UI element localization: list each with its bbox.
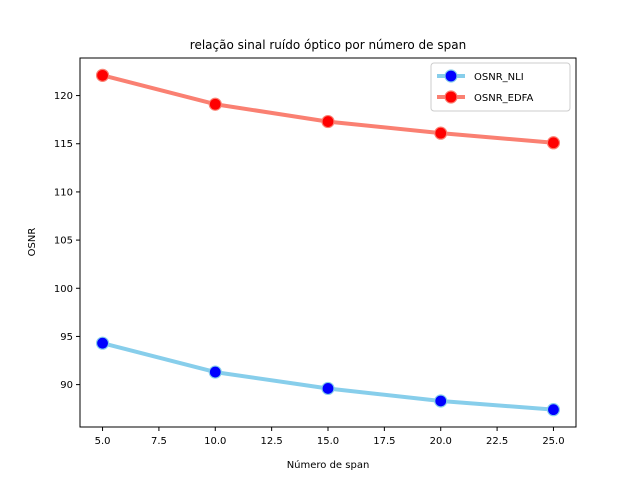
- legend: OSNR_NLI OSNR_EDFA: [430, 62, 571, 112]
- series-line-osnr-nli: [100, 341, 556, 412]
- y-tick-label: 120: [54, 91, 73, 102]
- x-axis-label: Número de span: [287, 459, 370, 471]
- x-tick-label: 25.0: [542, 436, 564, 447]
- y-tick-label: 90: [60, 380, 73, 391]
- data-point-osnr-edfa: [321, 114, 335, 129]
- y-tick-label: 115: [54, 139, 73, 150]
- y-axis-label: OSNR: [27, 228, 38, 257]
- data-point-osnr-edfa: [208, 97, 222, 111]
- data-point-osnr-nli: [95, 336, 110, 350]
- x-tick-label: 22.5: [486, 436, 508, 447]
- plot-area: [79, 57, 577, 428]
- x-tick-label: 20.0: [430, 436, 452, 447]
- data-point-osnr-nli: [321, 381, 335, 396]
- x-tick-label: 10.0: [204, 436, 226, 447]
- plot-frame: [79, 57, 577, 428]
- data-point-osnr-edfa: [95, 68, 110, 82]
- y-tick-label: 95: [60, 332, 73, 343]
- x-tick-label: 12.5: [261, 436, 283, 447]
- x-tick-label: 7.5: [151, 436, 167, 447]
- x-tick-label: 5.0: [95, 436, 111, 447]
- y-tick-label: 100: [54, 284, 73, 295]
- legend-marker-osnr-edfa: [444, 90, 458, 104]
- y-axis: 90 95 100 105 110 115 120: [54, 91, 80, 391]
- data-point-osnr-edfa: [546, 136, 561, 150]
- x-tick-label: 15.0: [317, 436, 339, 447]
- series-layer: [95, 68, 561, 417]
- legend-marker-osnr-nli: [444, 69, 458, 83]
- x-tick-label: 17.5: [373, 436, 395, 447]
- x-axis: 5.0 7.5 10.0 12.5 15.0 17.5 20.0 22.5 25.0: [95, 427, 565, 447]
- legend-label-osnr-edfa: OSNR_EDFA: [474, 93, 534, 104]
- data-point-osnr-nli: [546, 403, 561, 417]
- legend-label-osnr-nli: OSNR_NLI: [474, 72, 524, 83]
- data-point-osnr-nli: [434, 394, 448, 408]
- y-tick-label: 110: [54, 187, 73, 198]
- data-point-osnr-edfa: [434, 126, 448, 140]
- legend-frame: [430, 62, 571, 112]
- y-tick-label: 105: [54, 236, 73, 247]
- data-point-osnr-nli: [208, 365, 222, 379]
- chart-title: relação sinal ruído óptico por número de…: [190, 38, 466, 52]
